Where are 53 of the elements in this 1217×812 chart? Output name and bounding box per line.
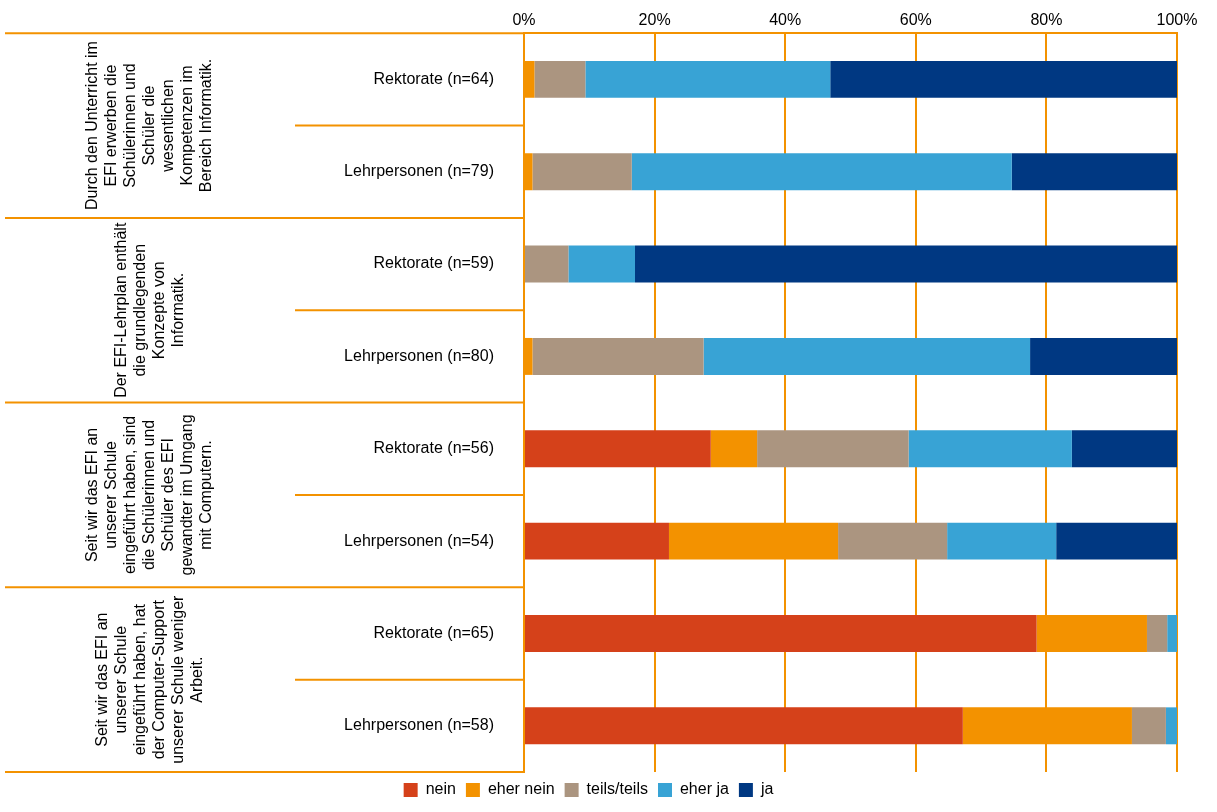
- bar: [525, 337, 533, 375]
- bar: [757, 430, 909, 468]
- bar: [631, 153, 1012, 191]
- y-tick-label: Lehrpersonen (n=80): [344, 346, 494, 364]
- bar: [568, 245, 636, 283]
- bar: [1011, 153, 1177, 191]
- bar: [710, 430, 758, 468]
- x-tick-label: 20%: [638, 11, 671, 29]
- bar: [703, 337, 1031, 375]
- bar: [525, 707, 963, 745]
- x-tick-label: 40%: [769, 11, 802, 29]
- text: Seit wir das EFI an unserer Schule eingeführt haben, hat der Computer-Support unserer Schule weniger Arbeit.: [92, 594, 205, 764]
- x-tick-label: 100%: [1156, 11, 1198, 29]
- bar: [525, 522, 669, 560]
- bar: [525, 60, 535, 98]
- bar: [585, 60, 831, 98]
- bar: [635, 245, 1177, 283]
- legend-label: ja: [759, 780, 774, 798]
- text: Durch den Unterricht im EFI erwerben die Schülerinnen und Schüler die wesentlichen Kompetenzen im Bereich Informatik.: [83, 41, 215, 211]
- x-tick-label: 0%: [512, 11, 536, 29]
- bar: [1167, 615, 1177, 652]
- bar: [525, 245, 569, 283]
- legend-label: teils/teils: [586, 780, 648, 798]
- bar: [1146, 615, 1168, 652]
- bar: [532, 153, 632, 191]
- legend-label: eher nein: [487, 780, 555, 798]
- bar: [1056, 522, 1177, 560]
- bar: [830, 60, 1177, 98]
- bar: [908, 430, 1072, 468]
- y-tick-label: Rektorate (n=56): [373, 439, 494, 457]
- bar: [525, 615, 1037, 652]
- y-tick-label: Rektorate (n=64): [373, 69, 494, 87]
- bar: [1030, 337, 1177, 375]
- y-tick-label: Rektorate (n=59): [373, 254, 494, 272]
- x-tick-label: 60%: [899, 11, 932, 29]
- bar: [1165, 707, 1177, 745]
- legend-label: nein: [425, 780, 456, 798]
- bar: [947, 522, 1057, 560]
- y-tick-label: Lehrpersonen (n=54): [344, 531, 494, 549]
- y-tick-label: Lehrpersonen (n=58): [344, 716, 494, 734]
- x-tick-label: 80%: [1030, 11, 1063, 29]
- text: Der EFI-Lehrplan enthält die grundlegenden Konzepte von Informatik.: [111, 222, 186, 398]
- bar: [838, 522, 948, 560]
- y-tick-label: Lehrpersonen (n=79): [344, 162, 494, 180]
- y-tick-label: Rektorate (n=65): [373, 623, 494, 641]
- bar: [1131, 707, 1166, 745]
- bar: [534, 60, 586, 98]
- bar: [525, 430, 711, 468]
- bar: [525, 153, 533, 191]
- bar: [532, 337, 704, 375]
- text: Seit wir das EFI an unserer Schule eingeführt haben, sind die Schülerinnen und Schüler des EFI gewandter im Umgang mit Computern.: [83, 414, 215, 576]
- legend-label: eher ja: [679, 780, 729, 798]
- bar: [1071, 430, 1177, 468]
